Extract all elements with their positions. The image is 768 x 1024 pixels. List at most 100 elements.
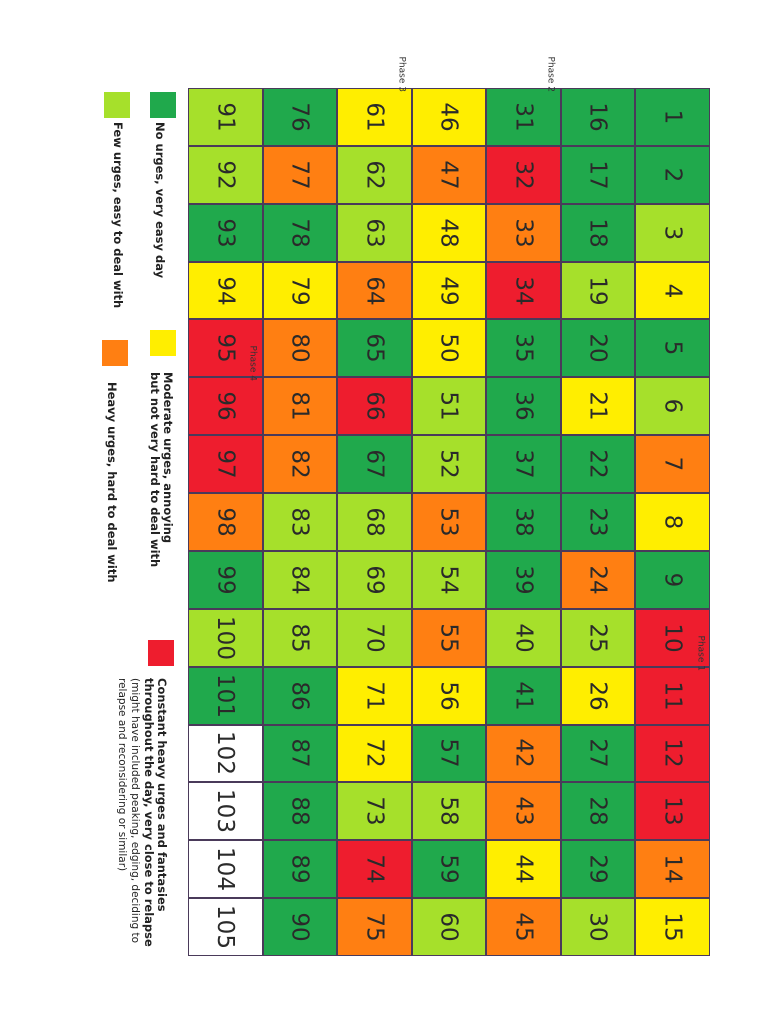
day-number: 38 xyxy=(510,507,537,537)
day-cell-84: 84 xyxy=(262,550,338,609)
day-cell-17: 17 xyxy=(560,145,636,204)
day-number: 81 xyxy=(286,391,313,421)
day-number: 62 xyxy=(361,160,388,190)
day-number: 34 xyxy=(510,275,537,306)
day-cell-47: 47 xyxy=(411,145,487,204)
day-cell-10: 10 xyxy=(635,608,710,667)
day-number: 84 xyxy=(286,565,313,595)
day-cell-30: 30 xyxy=(560,898,636,956)
day-cell-2: 2 xyxy=(635,145,710,204)
day-cell-80: 80 xyxy=(262,319,338,378)
day-cell-25: 25 xyxy=(560,608,636,667)
day-number: 72 xyxy=(361,738,388,769)
day-number: 65 xyxy=(361,333,388,364)
phase-label: Phase 4 xyxy=(247,345,258,382)
day-number: 95 xyxy=(212,333,239,364)
day-cell-46: 46 xyxy=(411,88,487,146)
day-cell-69: 69 xyxy=(337,550,412,609)
day-number: 8 xyxy=(659,514,686,530)
day-number: 88 xyxy=(286,796,313,826)
day-number: 60 xyxy=(435,912,462,942)
day-cell-75: 75 xyxy=(337,898,412,956)
day-cell-74: 74 xyxy=(337,840,412,899)
day-number: 41 xyxy=(510,680,537,711)
day-number: 17 xyxy=(585,160,612,190)
day-number: 36 xyxy=(510,391,537,421)
day-number: 55 xyxy=(435,623,462,653)
day-cell-41: 41 xyxy=(486,666,561,725)
day-cell-33: 33 xyxy=(486,203,561,262)
day-number: 3 xyxy=(659,225,686,240)
day-number: 82 xyxy=(286,449,313,479)
day-number: 1 xyxy=(659,109,686,125)
day-number: 9 xyxy=(659,572,686,588)
day-cell-99: 99 xyxy=(188,550,263,609)
day-cell-52: 52 xyxy=(411,435,487,494)
day-cell-97: 97 xyxy=(188,435,263,494)
day-cell-40: 40 xyxy=(486,608,561,667)
day-cell-55: 55 xyxy=(411,608,487,667)
day-number: 39 xyxy=(510,565,537,595)
day-cell-45: 45 xyxy=(486,898,561,956)
day-number: 48 xyxy=(435,218,462,248)
day-cell-68: 68 xyxy=(337,493,412,551)
day-cell-57: 57 xyxy=(411,724,487,783)
day-number: 40 xyxy=(510,623,537,653)
day-number: 90 xyxy=(286,912,313,942)
day-number: 30 xyxy=(585,912,612,942)
day-cell-44: 44 xyxy=(486,840,561,899)
day-cell-38: 38 xyxy=(486,493,561,551)
day-number: 37 xyxy=(510,449,537,479)
day-cell-89: 89 xyxy=(262,840,338,899)
day-cell-87: 87 xyxy=(262,724,338,783)
phase-label: Phase 3 xyxy=(396,56,407,92)
day-number: 52 xyxy=(435,449,462,479)
day-cell-79: 79 xyxy=(262,261,338,320)
day-cell-82: 82 xyxy=(262,435,338,494)
day-number: 33 xyxy=(510,218,537,248)
day-number: 103 xyxy=(212,789,239,834)
day-number: 23 xyxy=(585,507,612,537)
day-cell-49: 49 xyxy=(411,261,487,320)
phase-label: Phase 2 xyxy=(545,56,556,92)
day-number: 28 xyxy=(585,796,612,826)
day-cell-85: 85 xyxy=(262,608,338,667)
day-number: 11 xyxy=(659,680,686,711)
day-cell-42: 42 xyxy=(486,724,561,783)
day-cell-9: 9 xyxy=(635,550,710,609)
day-number: 49 xyxy=(435,275,462,306)
day-number: 43 xyxy=(510,796,537,826)
day-cell-16: 16 xyxy=(560,88,636,146)
day-number: 5 xyxy=(659,341,686,356)
day-cell-59: 59 xyxy=(411,840,487,899)
day-number: 44 xyxy=(510,854,537,884)
day-cell-43: 43 xyxy=(486,782,561,841)
day-cell-91: 91 xyxy=(188,88,263,146)
day-cell-105: 105 xyxy=(188,898,263,956)
day-cell-56: 56 xyxy=(411,666,487,725)
day-cell-86: 86 xyxy=(262,666,338,725)
day-number: 98 xyxy=(212,507,239,537)
day-number: 26 xyxy=(585,680,612,711)
day-cell-34: 34 xyxy=(486,261,561,320)
day-number: 7 xyxy=(659,456,686,472)
day-number: 15 xyxy=(659,912,686,942)
day-number: 71 xyxy=(361,680,388,711)
day-number: 45 xyxy=(510,912,537,942)
day-number: 89 xyxy=(286,854,313,884)
phase-label: Phase 1 xyxy=(694,635,705,671)
day-number: 12 xyxy=(659,738,686,769)
day-number: 102 xyxy=(212,731,239,776)
day-number: 68 xyxy=(361,507,388,537)
legend-label-heavy: Heavy urges, hard to deal with xyxy=(105,382,119,583)
legend-label-few-urges: Few urges, easy to deal with xyxy=(111,122,125,309)
day-number: 67 xyxy=(361,449,388,479)
day-cell-71: 71 xyxy=(337,666,412,725)
day-number: 46 xyxy=(435,102,462,132)
day-number: 24 xyxy=(585,565,612,595)
day-number: 74 xyxy=(361,854,388,884)
day-number: 64 xyxy=(361,275,388,306)
day-cell-58: 58 xyxy=(411,782,487,841)
day-number: 61 xyxy=(361,102,388,132)
day-cell-95: 95 xyxy=(188,319,263,378)
